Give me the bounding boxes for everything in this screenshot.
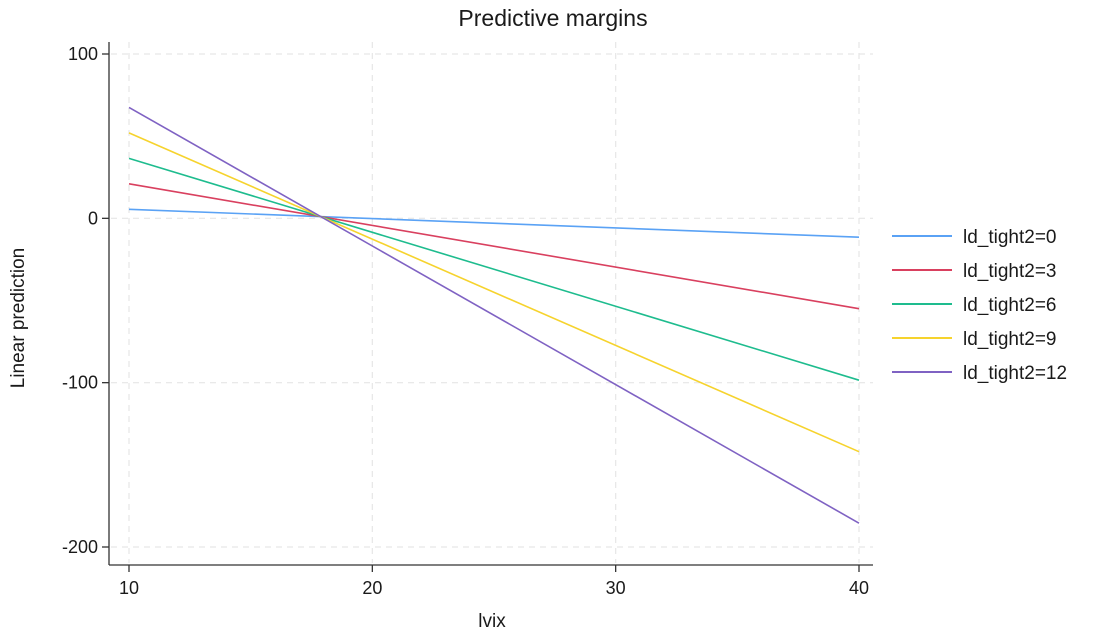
- series-lines: [128, 106, 860, 524]
- x-tick-label: 40: [849, 578, 869, 598]
- legend: ld_tight2=0 ld_tight2=3 ld_tight2=6 ld_tigh…: [892, 227, 1067, 384]
- series-line: [128, 132, 860, 453]
- series-line: [128, 157, 860, 381]
- y-tick-label: -200: [62, 537, 98, 557]
- y-tick-label: 100: [68, 44, 98, 64]
- legend-label: ld_tight2=6: [963, 295, 1057, 316]
- x-tick-label: 30: [606, 578, 626, 598]
- legend-item: ld_tight2=6: [892, 295, 1057, 316]
- gridlines: [111, 42, 873, 563]
- chart-title: Predictive margins: [458, 5, 647, 31]
- legend-item: ld_tight2=9: [892, 329, 1057, 350]
- x-axis-ticks: 10 20 30 40: [119, 565, 869, 598]
- x-tick-label: 20: [362, 578, 382, 598]
- series-line: [128, 106, 860, 524]
- legend-label: ld_tight2=3: [963, 261, 1057, 282]
- legend-label: ld_tight2=0: [963, 227, 1057, 248]
- y-axis-label: Linear prediction: [8, 248, 29, 388]
- x-axis-label: lvix: [478, 611, 506, 632]
- legend-item: ld_tight2=3: [892, 261, 1057, 282]
- series-line: [128, 183, 860, 310]
- x-tick-label: 10: [119, 578, 139, 598]
- y-axis-ticks: 100 0 -100 -200: [62, 44, 109, 557]
- legend-label: ld_tight2=9: [963, 329, 1057, 350]
- y-tick-label: 0: [88, 208, 98, 228]
- legend-item: ld_tight2=12: [892, 363, 1067, 384]
- series-line: [128, 208, 860, 239]
- legend-label: ld_tight2=12: [963, 363, 1067, 384]
- legend-item: ld_tight2=0: [892, 227, 1057, 248]
- y-tick-label: -100: [62, 373, 98, 393]
